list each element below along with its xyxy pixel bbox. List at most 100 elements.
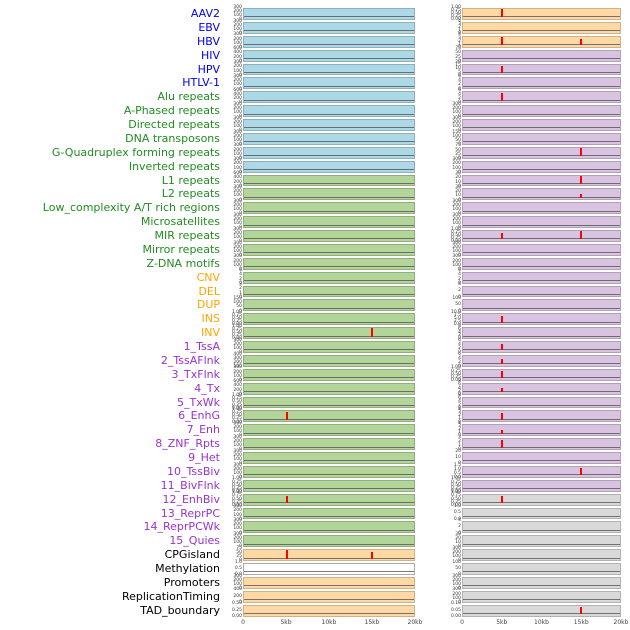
left-track-panel (243, 410, 415, 423)
baseline-trace (244, 349, 414, 351)
y-tick-label: 200 (233, 8, 242, 14)
right-track-panel (462, 341, 621, 353)
y-tick-label: 200 (233, 105, 242, 111)
baseline-trace (463, 71, 620, 73)
y-tick-label: 0 (239, 225, 242, 231)
y-tick-label: 100 (233, 373, 242, 379)
baseline-trace (463, 571, 620, 573)
y-tick-label: 100 (452, 220, 461, 226)
right-track-panel (462, 465, 621, 478)
y-tick-label: 0.00 (450, 502, 461, 508)
baseline-trace (244, 307, 414, 309)
y-tick-label: 300 (233, 212, 242, 218)
right-track-panel (462, 452, 621, 464)
column-gap (415, 63, 444, 77)
y-tick-label: 100 (452, 109, 461, 115)
left-yticks: 300 200 100 0 (226, 227, 243, 244)
left-yticks: 1.0 0.5 0.0 (226, 559, 243, 577)
track-row: 12_EnhBiv 1.00 0.75 0.50 0.25 0.00 1.00 0.75 0.5… (0, 490, 630, 508)
left-track-panel (243, 105, 415, 117)
y-tick-label: 100 (452, 595, 461, 601)
column-gap (415, 174, 444, 188)
y-tick-label: 30 (455, 170, 461, 176)
left-yticks: 1.00 0.75 0.50 0.25 0.00 (226, 407, 243, 424)
right-track-panel (462, 410, 621, 423)
y-tick-label: 100 (452, 581, 461, 587)
right-yticks: 300 200 100 0 (444, 116, 462, 133)
left-yticks: 600 400 200 0 (226, 171, 243, 188)
row-label: 3_TxFlnk (171, 367, 220, 381)
signal-spike (501, 9, 504, 18)
right-track-panel (462, 327, 621, 339)
y-tick-label: 200 (233, 438, 242, 444)
y-tick-label: 200 (452, 119, 461, 125)
left-yticks: 600 400 200 0 (226, 379, 243, 397)
baseline-trace (244, 238, 414, 240)
left-yticks: 300 200 100 0 (226, 449, 243, 466)
y-tick-label: 0.75 (231, 326, 242, 332)
y-tick-label: 6 (458, 87, 461, 93)
y-tick-label: 10 (455, 66, 461, 72)
y-tick-label: 1 (458, 430, 461, 436)
x-tick-label: 5kb (496, 618, 508, 626)
left-track-panel (243, 299, 415, 312)
y-tick-label: 0.0 (453, 516, 461, 522)
baseline-trace (244, 502, 414, 503)
y-tick-label: 0.5 (453, 470, 461, 476)
baseline-trace (244, 30, 414, 32)
left-yticks: 400 200 0 (226, 588, 243, 605)
right-yticks: 300 200 100 0 (444, 102, 462, 119)
right-track-panel (462, 216, 621, 228)
left-track-panel (243, 216, 415, 228)
y-tick-label: 0.00 (231, 336, 242, 342)
column-gap (415, 187, 444, 201)
y-tick-label: 0 (458, 266, 461, 272)
left-yticks: 300 200 100 0 (226, 574, 243, 591)
y-tick-label: 2 (458, 345, 461, 351)
row-label: 2_TssAFlnk (160, 353, 220, 367)
y-tick-label: 0 (458, 363, 461, 369)
y-tick-label: 600 (233, 379, 242, 385)
y-tick-label: 50 (455, 147, 461, 153)
left-track-panel (243, 230, 415, 242)
y-tick-label: 0.50 (450, 10, 461, 16)
track-row: 1_TssA 300 200 100 0 6 4 2 0 (0, 338, 630, 355)
y-tick-label: 0 (458, 225, 461, 231)
y-tick-label: 1.00 (450, 490, 461, 496)
left-track-panel (243, 341, 415, 353)
left-yticks: 300 200 100 0 (226, 255, 243, 272)
baseline-trace (463, 182, 620, 184)
row-label: 7_Enh (186, 423, 220, 437)
column-gap (415, 493, 444, 507)
right-yticks: 1.00 0.75 0.50 0.25 0.00 (444, 366, 462, 383)
x-tick-label: 20kb (407, 618, 423, 626)
right-track-panel (462, 49, 621, 62)
y-tick-label: 3 (458, 21, 461, 27)
row-label: AAV2 (190, 7, 220, 20)
right-yticks: 300 200 100 0 (444, 199, 462, 216)
x-tick-label: 0 (241, 618, 245, 626)
row-label: 6_EnhG (178, 409, 220, 423)
y-tick-label: 0.50 (231, 601, 242, 607)
right-track-panel (462, 91, 621, 104)
y-tick-label: 200 (233, 64, 242, 70)
right-track-panel (462, 105, 621, 117)
row-label: Low_complexity A/T rich regions (42, 201, 220, 215)
row-label: Directed repeats (128, 118, 220, 131)
y-tick-label: 0 (458, 100, 461, 106)
y-tick-label: 0.25 (231, 332, 242, 338)
y-tick-label: 0 (239, 169, 242, 175)
right-track-panel (462, 285, 621, 298)
y-tick-label: 300 (233, 59, 242, 65)
signal-spike (501, 93, 504, 101)
y-tick-label: 300 (233, 198, 242, 204)
right-track-panel (462, 188, 621, 201)
y-tick-label: 7.5 (453, 312, 461, 318)
y-tick-label: 1.0 (234, 559, 242, 565)
column-gap (415, 298, 444, 312)
left-track-panel (243, 285, 415, 298)
baseline-trace (463, 224, 620, 226)
